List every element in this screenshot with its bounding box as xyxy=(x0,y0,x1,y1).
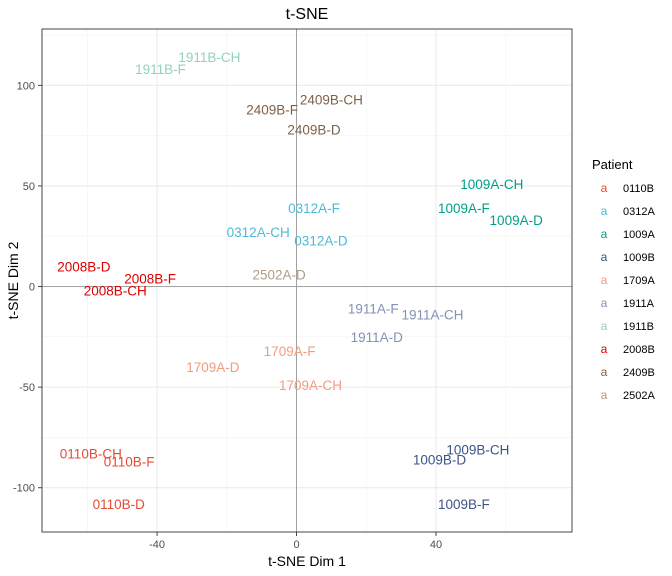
point-label: 0312A-F xyxy=(288,201,340,216)
point-label: 2409B-CH xyxy=(300,92,363,107)
point-label: 1009A-D xyxy=(490,213,544,228)
legend-label: 0312A xyxy=(623,206,655,218)
point-label: 1709A-CH xyxy=(279,378,342,393)
legend-key: a xyxy=(601,227,608,241)
legend-label: 1911B xyxy=(623,321,654,333)
point-label: 2008B-CH xyxy=(84,284,147,299)
legend-label: 2502A xyxy=(623,390,655,402)
legend-label: 2008B xyxy=(623,344,655,356)
legend-key: a xyxy=(601,296,608,310)
y-tick-label: -100 xyxy=(13,483,35,495)
point-label: 1911B-CH xyxy=(178,50,240,65)
point-label: 1709A-F xyxy=(264,344,316,359)
y-tick-label: 0 xyxy=(29,282,35,294)
legend-label: 1009A xyxy=(623,229,655,241)
y-axis-ticks: -100 -50 0 50 100 xyxy=(13,80,42,495)
point-label: 0312A-D xyxy=(294,233,348,248)
legend-label: 2409B xyxy=(623,367,655,379)
chart-title: t-SNE xyxy=(286,6,329,23)
legend-label: 1009B xyxy=(623,252,655,264)
point-label: 2502A-D xyxy=(252,267,306,282)
plot-panel xyxy=(41,28,573,533)
legend-key: a xyxy=(601,342,608,356)
point-label: 0110B-D xyxy=(93,497,146,512)
y-tick-label: 50 xyxy=(23,181,35,193)
legend-key: a xyxy=(601,181,608,195)
x-tick-label: 40 xyxy=(430,539,442,551)
y-tick-label: 100 xyxy=(17,80,35,92)
point-label: 0110B-CH xyxy=(60,447,122,462)
legend-key: a xyxy=(601,319,608,333)
x-axis-title: t-SNE Dim 1 xyxy=(268,553,346,569)
point-label: 1009B-F xyxy=(438,497,490,512)
y-tick-label: -50 xyxy=(19,382,35,394)
x-tick-label: 0 xyxy=(293,539,299,551)
legend-title: Patient xyxy=(592,157,633,172)
point-label: 1911A-D xyxy=(351,330,404,345)
x-tick-label: -40 xyxy=(149,539,165,551)
legend-label: 1911A xyxy=(623,298,655,310)
point-label: 1009A-F xyxy=(438,201,490,216)
point-label: 1709A-D xyxy=(186,360,240,375)
legend-key: a xyxy=(601,273,608,287)
x-axis-ticks: -40 0 40 xyxy=(149,532,442,551)
point-label: 1911B-F xyxy=(135,62,186,77)
legend: Patient a 0110B a 0312A a 1009A a 1009B a 1709A a 1… xyxy=(592,157,655,402)
point-label: 2008B-F xyxy=(124,271,176,286)
point-label: 0312A-CH xyxy=(227,225,290,240)
point-label: 2409B-D xyxy=(287,123,341,138)
legend-key: a xyxy=(601,204,608,218)
point-label: 1009B-D xyxy=(413,453,467,468)
legend-label: 0110B xyxy=(623,183,654,195)
point-label: 1009B-CH xyxy=(446,443,509,458)
y-axis-title: t-SNE Dim 2 xyxy=(5,241,21,319)
point-label: 1009A-CH xyxy=(460,177,523,192)
point-label: 1911A-F xyxy=(348,302,399,317)
legend-key: a xyxy=(601,250,608,264)
legend-key: a xyxy=(601,388,608,402)
point-label: 2008B-D xyxy=(57,259,111,274)
legend-label: 1709A xyxy=(623,275,655,287)
point-label: 0110B-F xyxy=(104,455,155,470)
point-label: 2409B-F xyxy=(246,102,298,117)
panel-border xyxy=(41,28,573,533)
legend-key: a xyxy=(601,365,608,379)
point-label: 1911A-CH xyxy=(402,308,464,323)
